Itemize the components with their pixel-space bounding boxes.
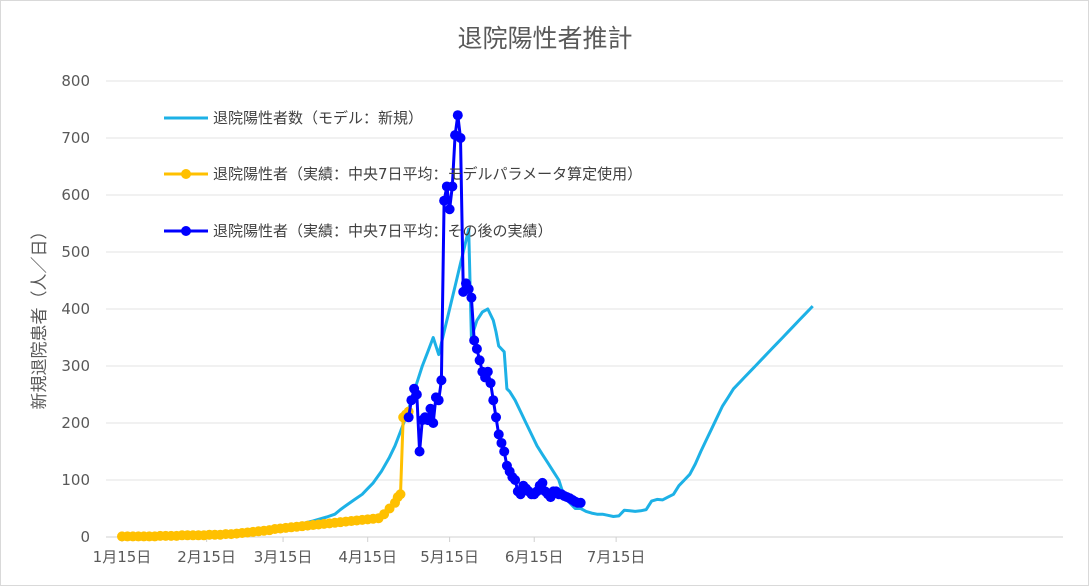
y-tick-label: 300 [61,357,90,375]
x-axis-ticks: 1月15日 2月15日 3月15日 4月15日 5月15日 6月15日 7月15日 [93,537,646,566]
data-point [474,355,485,366]
data-point [447,181,458,192]
y-axis-label: 新規退院患者（人／日） [30,223,50,410]
data-point [428,418,439,428]
y-tick-label: 400 [61,300,90,318]
data-point [493,429,504,440]
x-tick-label: 1月15日 [93,548,152,566]
legend-marker [181,226,191,236]
data-point [471,343,482,354]
y-tick-label: 800 [61,72,90,90]
legend-label: 退院陽性者（実績：中央7日平均：モデルパラメータ算定使用） [213,165,642,183]
legend: 退院陽性者数（モデル：新規） 退院陽性者（実績：中央7日平均：モデルパラメータ算定… [164,109,642,240]
series-2 [117,406,414,542]
series-3 [403,110,586,508]
data-point [499,446,510,457]
legend-marker [181,169,191,179]
data-point [425,403,436,414]
data-point [433,395,444,406]
gridlines [106,80,1063,538]
data-point [395,489,406,500]
y-tick-label: 700 [61,129,90,147]
data-point [439,195,450,206]
data-point [491,412,502,423]
chart-title: 退院陽性者推計 [457,24,632,53]
data-point [403,412,414,423]
data-point [482,366,493,377]
data-point [452,110,463,121]
data-point [488,395,499,406]
legend-label: 退院陽性者数（モデル：新規） [213,109,423,127]
data-point [537,477,548,488]
data-point [436,375,447,386]
legend-entry: 退院陽性者数（モデル：新規） [164,109,423,127]
data-point [469,335,480,346]
x-tick-label: 7月15日 [587,548,646,566]
series-1 [231,227,814,536]
data-point [411,389,422,400]
data-point [575,497,586,508]
data-point [463,284,474,295]
data-point [444,204,455,215]
y-tick-label: 200 [61,414,90,432]
x-tick-label: 5月15日 [420,548,479,566]
data-point [485,378,496,389]
y-axis-ticks: 0 100 200 300 400 500 600 700 800 [61,72,90,546]
legend-entry: 退院陽性者（実績：中央7日平均：モデルパラメータ算定使用） [164,165,642,183]
y-tick-label: 500 [61,243,90,261]
data-point [466,292,477,303]
legend-entry: 退院陽性者（実績：中央7日平均：その後の実績） [164,222,553,240]
x-tick-label: 2月15日 [177,548,236,566]
x-tick-label: 3月15日 [254,548,313,566]
x-tick-label: 4月15日 [338,548,397,566]
data-point [414,446,425,457]
series-line [231,227,814,536]
legend-label: 退院陽性者（実績：中央7日平均：その後の実績） [213,222,553,240]
data-point [510,475,521,485]
x-tick-label: 6月15日 [505,548,564,566]
data-point [455,133,466,143]
series-layer [117,110,814,542]
data-point [496,437,507,448]
y-tick-label: 100 [61,471,90,489]
y-tick-label: 0 [80,528,90,546]
y-tick-label: 600 [61,186,90,204]
